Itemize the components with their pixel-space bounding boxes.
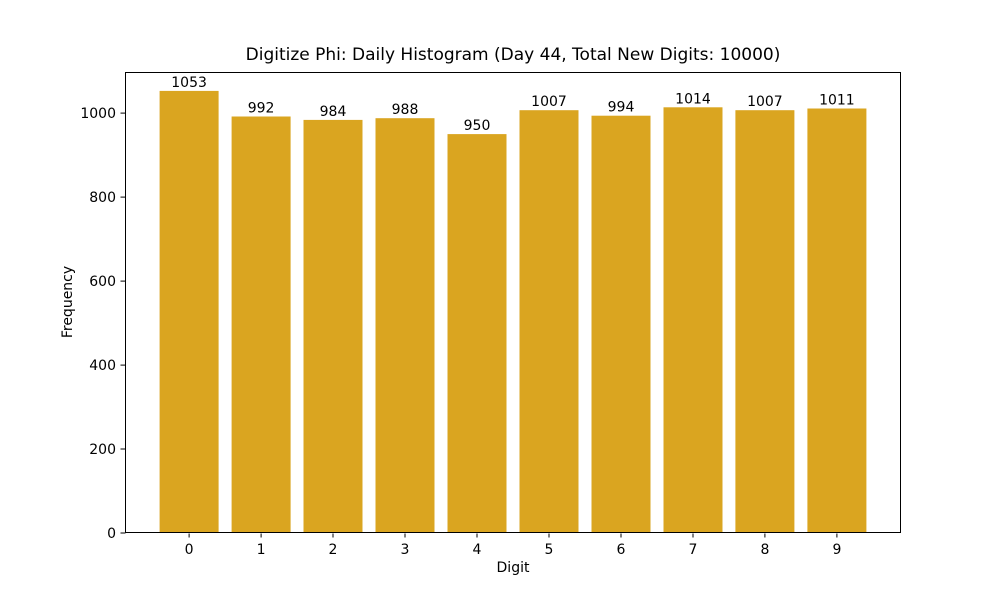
bar-value-label: 1053	[171, 75, 207, 91]
bar-value-label: 1014	[675, 91, 711, 107]
bar-value-label: 984	[320, 104, 347, 120]
chart-title: Digitize Phi: Daily Histogram (Day 44, T…	[245, 45, 781, 65]
bar-value-label: 1007	[531, 94, 567, 110]
bar-digit-6	[591, 115, 651, 533]
bar-value-label: 994	[608, 100, 635, 116]
y-tick-label: 0	[107, 526, 116, 542]
y-tick-label: 800	[89, 190, 116, 206]
bar-value-label: 1011	[819, 93, 855, 109]
plot-border	[125, 72, 901, 533]
bar-digit-9	[807, 108, 867, 533]
bar-digit-2	[303, 119, 363, 534]
y-tick-label: 1000	[80, 106, 116, 122]
x-tick-label: 4	[473, 542, 482, 558]
bar-digit-7	[663, 107, 723, 534]
bar-digit-8	[735, 110, 795, 533]
x-tick-label: 9	[832, 542, 841, 558]
bar-value-label: 950	[464, 118, 491, 134]
x-tick-label: 6	[617, 542, 626, 558]
y-tick-label: 600	[89, 274, 116, 290]
x-tick-label: 2	[329, 542, 338, 558]
x-tick-label: 7	[689, 542, 698, 558]
bar-value-label: 1007	[747, 94, 783, 110]
x-axis-label: Digit	[496, 560, 530, 576]
y-tick-label: 200	[89, 442, 116, 458]
x-tick-label: 8	[760, 542, 769, 558]
x-tick-label: 5	[545, 542, 554, 558]
y-tick-label: 400	[89, 358, 116, 374]
bar-digit-0	[159, 90, 219, 534]
bar-digit-4	[447, 134, 507, 533]
x-tick-label: 3	[401, 542, 410, 558]
bar-value-label: 988	[392, 102, 419, 118]
x-tick-label: 0	[185, 542, 194, 558]
bar-digit-1	[231, 116, 291, 533]
bar-digit-5	[519, 110, 579, 533]
bar-value-label: 992	[248, 101, 275, 117]
y-axis-label: Frequency	[60, 265, 76, 339]
bar-digit-3	[375, 118, 435, 533]
x-tick-label: 1	[257, 542, 266, 558]
